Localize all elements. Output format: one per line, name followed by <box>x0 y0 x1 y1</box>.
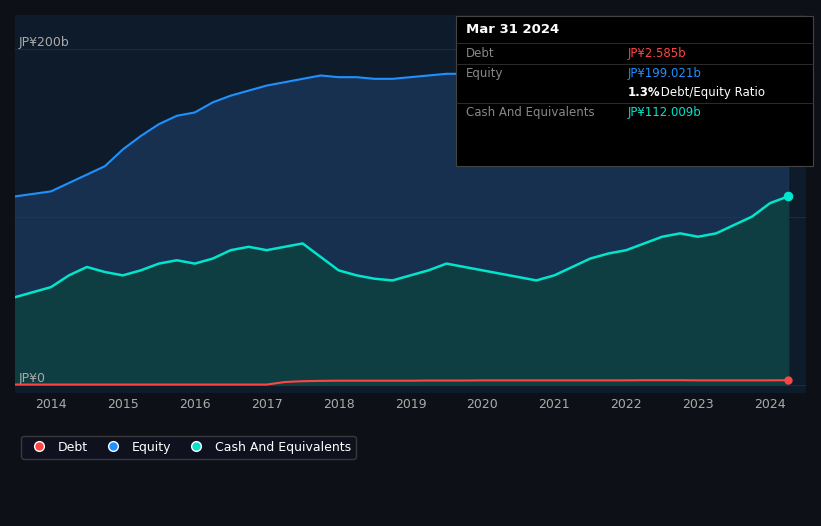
Point <box>782 192 795 200</box>
Text: Equity: Equity <box>466 67 503 80</box>
Text: JP¥112.009b: JP¥112.009b <box>628 106 702 119</box>
Text: JP¥200b: JP¥200b <box>19 36 69 48</box>
Text: Debt: Debt <box>466 47 494 60</box>
Text: Debt/Equity Ratio: Debt/Equity Ratio <box>657 86 765 99</box>
Text: JP¥199.021b: JP¥199.021b <box>628 67 702 80</box>
Point <box>782 46 795 55</box>
Text: Cash And Equivalents: Cash And Equivalents <box>466 106 594 119</box>
Text: JP¥0: JP¥0 <box>19 371 46 385</box>
Text: JP¥2.585b: JP¥2.585b <box>628 47 686 60</box>
Text: Mar 31 2024: Mar 31 2024 <box>466 23 559 36</box>
Point <box>782 376 795 385</box>
Legend: Debt, Equity, Cash And Equivalents: Debt, Equity, Cash And Equivalents <box>21 436 355 459</box>
Text: 1.3%: 1.3% <box>628 86 661 99</box>
